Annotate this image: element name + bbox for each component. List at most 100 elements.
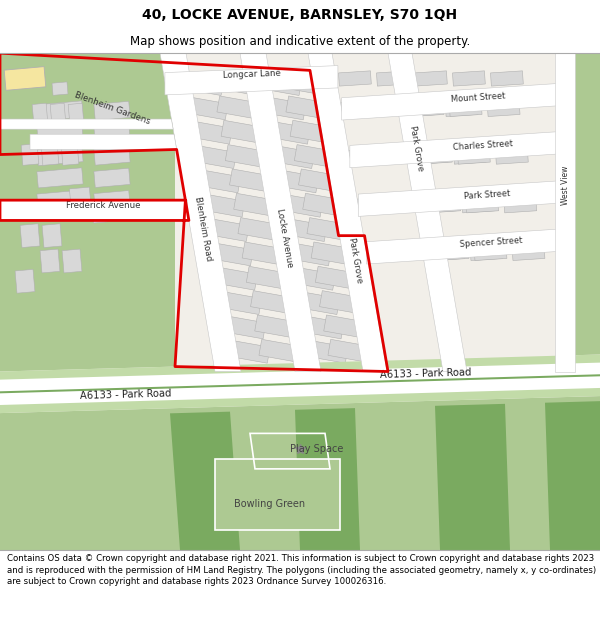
Text: Longcar Lane: Longcar Lane bbox=[222, 69, 281, 81]
Polygon shape bbox=[350, 131, 575, 168]
Polygon shape bbox=[170, 412, 240, 550]
Bar bbox=[68, 103, 84, 124]
Bar bbox=[52, 82, 68, 96]
Bar bbox=[211, 266, 257, 290]
Bar bbox=[295, 144, 341, 169]
Polygon shape bbox=[555, 53, 575, 371]
Text: Blenheim Road: Blenheim Road bbox=[193, 196, 214, 261]
Bar bbox=[255, 72, 302, 96]
Bar bbox=[394, 245, 427, 261]
Bar bbox=[348, 198, 380, 213]
Bar bbox=[512, 245, 545, 261]
Polygon shape bbox=[160, 53, 241, 371]
Bar bbox=[377, 71, 409, 86]
Bar bbox=[356, 245, 389, 261]
Bar bbox=[432, 245, 465, 261]
Text: West View: West View bbox=[560, 165, 569, 204]
Polygon shape bbox=[570, 53, 600, 356]
Bar bbox=[316, 266, 362, 290]
Text: Blenheim Gardens: Blenheim Gardens bbox=[74, 91, 152, 126]
Bar bbox=[259, 339, 306, 363]
Bar bbox=[251, 291, 298, 314]
Text: Bowling Green: Bowling Green bbox=[235, 499, 305, 509]
Text: A6133 - Park Road: A6133 - Park Road bbox=[80, 388, 172, 401]
Bar bbox=[301, 339, 348, 363]
Polygon shape bbox=[388, 53, 467, 371]
Bar bbox=[436, 245, 469, 261]
Bar bbox=[230, 169, 277, 193]
Text: Mount Street: Mount Street bbox=[451, 92, 506, 104]
Bar bbox=[280, 217, 327, 241]
Bar bbox=[449, 101, 482, 116]
Bar bbox=[213, 72, 260, 96]
Text: Park Grove: Park Grove bbox=[347, 237, 364, 284]
Bar bbox=[428, 198, 461, 213]
Text: Spencer Street: Spencer Street bbox=[459, 236, 523, 249]
Bar bbox=[462, 198, 494, 213]
Bar bbox=[263, 120, 310, 144]
Bar bbox=[21, 144, 39, 166]
Bar bbox=[331, 101, 364, 116]
Bar bbox=[311, 242, 358, 266]
Bar bbox=[215, 291, 262, 314]
Bar bbox=[70, 187, 91, 203]
Bar bbox=[94, 101, 130, 121]
Polygon shape bbox=[367, 228, 575, 264]
Bar bbox=[198, 193, 245, 217]
Bar bbox=[219, 315, 266, 339]
Bar bbox=[62, 249, 82, 273]
Polygon shape bbox=[435, 404, 510, 550]
Bar bbox=[445, 101, 478, 116]
Bar bbox=[286, 96, 333, 120]
Bar bbox=[94, 146, 130, 165]
Polygon shape bbox=[0, 354, 600, 413]
Polygon shape bbox=[0, 200, 187, 221]
Bar bbox=[37, 101, 83, 121]
Text: Map shows position and indicative extent of the property.: Map shows position and indicative extent… bbox=[130, 35, 470, 48]
Bar bbox=[407, 101, 440, 116]
Bar bbox=[94, 191, 130, 210]
Bar bbox=[276, 193, 323, 217]
Bar bbox=[293, 291, 340, 314]
Bar bbox=[487, 101, 520, 116]
Bar bbox=[454, 149, 486, 164]
Bar bbox=[282, 72, 329, 96]
Bar bbox=[40, 249, 60, 273]
Text: Play Space: Play Space bbox=[290, 444, 343, 454]
Bar bbox=[92, 208, 107, 223]
Polygon shape bbox=[0, 119, 173, 129]
Bar bbox=[290, 120, 337, 144]
Polygon shape bbox=[308, 53, 387, 371]
Bar bbox=[37, 190, 83, 210]
Bar bbox=[4, 67, 46, 91]
Bar bbox=[289, 266, 335, 290]
Text: Park Street: Park Street bbox=[463, 189, 510, 201]
Bar bbox=[221, 120, 268, 144]
Bar bbox=[42, 224, 62, 248]
Bar bbox=[457, 149, 490, 164]
Text: Park Grove: Park Grove bbox=[408, 125, 425, 172]
Text: Frederick Avenue: Frederick Avenue bbox=[67, 201, 141, 210]
Polygon shape bbox=[0, 53, 175, 371]
Bar bbox=[50, 103, 66, 124]
Polygon shape bbox=[175, 53, 570, 366]
Bar bbox=[504, 198, 536, 213]
Bar bbox=[470, 245, 503, 261]
Bar bbox=[202, 217, 249, 241]
Text: A6133 - Park Road: A6133 - Park Road bbox=[380, 368, 472, 380]
Bar bbox=[338, 71, 371, 86]
Polygon shape bbox=[240, 53, 321, 371]
Bar bbox=[255, 315, 302, 339]
Bar bbox=[190, 144, 236, 169]
Bar bbox=[223, 339, 270, 363]
Bar bbox=[386, 198, 419, 213]
Bar bbox=[94, 168, 130, 187]
Bar bbox=[177, 72, 224, 96]
Polygon shape bbox=[0, 374, 600, 393]
Bar bbox=[491, 71, 523, 86]
Bar bbox=[284, 242, 331, 266]
Bar bbox=[369, 101, 402, 116]
Bar bbox=[37, 146, 83, 166]
Polygon shape bbox=[0, 362, 600, 405]
Text: Charles Street: Charles Street bbox=[452, 139, 513, 152]
